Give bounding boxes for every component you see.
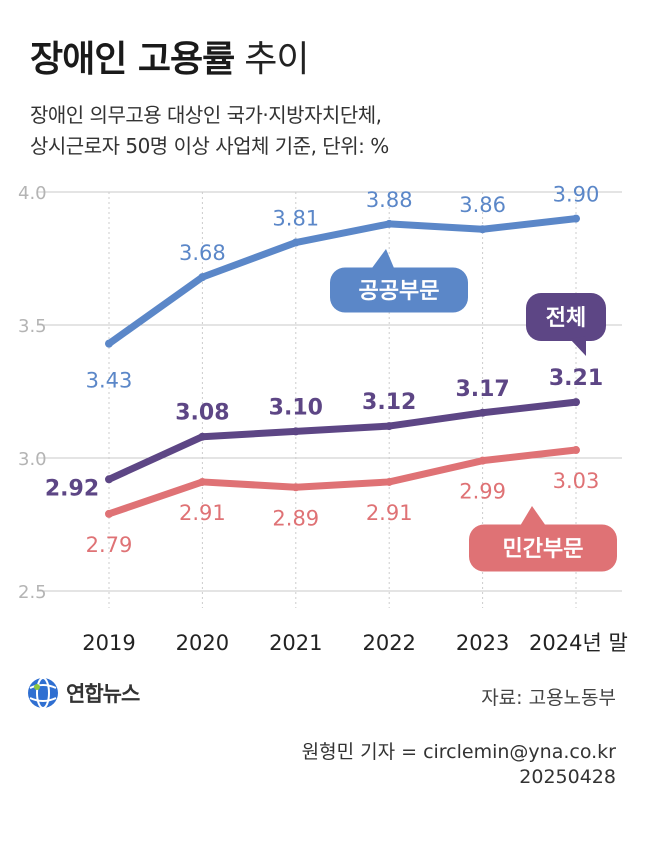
series-line-2 xyxy=(105,446,580,518)
title-bold: 장애인 고용률 xyxy=(30,39,235,80)
x-tick-label: 2021 xyxy=(269,631,322,655)
series-callout-1 xyxy=(526,293,606,341)
data-point xyxy=(385,422,394,431)
chart-subtitle: 장애인 의무고용 대상인 국가·지방자치단체, 상시근로자 50명 이상 사업체… xyxy=(30,100,389,162)
data-label: 2.91 xyxy=(179,501,226,525)
data-point xyxy=(385,219,394,228)
logo-name: 연합뉴스 xyxy=(66,682,140,706)
credit-reporter: 원형민 기자 = circlemin@yna.co.kr xyxy=(301,741,616,763)
series-line-0 xyxy=(105,215,580,348)
yonhap-globe-icon xyxy=(28,677,58,709)
data-point xyxy=(105,509,113,518)
data-point xyxy=(105,339,113,348)
data-label: 3.90 xyxy=(553,183,600,207)
y-tick-label: 4.0 xyxy=(18,183,47,204)
y-tick-label: 2.5 xyxy=(18,582,47,603)
yonhap-logo: 연합뉴스 xyxy=(26,676,140,710)
data-label: 2.89 xyxy=(272,506,319,530)
x-tick-label: 2024년 말 xyxy=(529,631,628,655)
subtitle-line-1: 장애인 의무고용 대상인 국가·지방자치단체, xyxy=(30,103,382,127)
data-label: 2.79 xyxy=(86,533,133,557)
y-tick-label: 3.0 xyxy=(18,449,47,470)
data-label: 2.99 xyxy=(459,480,506,504)
source-note: 자료: 고용노동부 xyxy=(481,687,616,709)
series-callout-tail xyxy=(570,336,586,356)
data-label: 3.12 xyxy=(362,390,416,415)
data-label: 3.08 xyxy=(175,401,229,426)
series-callout-label: 민간부문 xyxy=(503,537,584,562)
x-tick-label: 2023 xyxy=(456,631,509,655)
y-tick-label: 3.5 xyxy=(18,316,47,337)
data-label: 3.21 xyxy=(549,366,603,391)
data-label: 3.03 xyxy=(553,469,600,493)
data-label: 3.10 xyxy=(269,395,323,420)
series-line-1 xyxy=(105,398,580,483)
series-callout-tail xyxy=(520,506,546,526)
subtitle-line-2: 상시근로자 50명 이상 사업체 기준, 단위: % xyxy=(30,134,389,158)
data-label: 3.17 xyxy=(455,377,509,402)
data-point xyxy=(572,446,580,455)
data-label: 3.43 xyxy=(86,369,133,393)
series-callout-label: 전체 xyxy=(546,306,586,331)
data-point xyxy=(385,477,394,486)
series-callout-2 xyxy=(469,524,617,572)
data-point xyxy=(478,456,487,465)
x-tick-label: 2022 xyxy=(362,631,415,655)
credit-block: 원형민 기자 = circlemin@yna.co.kr 20250428 xyxy=(302,740,616,790)
data-label: 3.68 xyxy=(179,241,226,265)
data-point xyxy=(291,427,300,436)
data-point xyxy=(291,483,300,492)
data-label: 2.92 xyxy=(45,476,99,501)
x-tick-label: 2019 xyxy=(82,631,135,655)
data-label: 3.88 xyxy=(366,188,413,212)
chart-title: 장애인 고용률 추이 xyxy=(30,30,310,82)
title-light: 추이 xyxy=(244,39,309,80)
data-label: 3.86 xyxy=(459,193,506,217)
data-point xyxy=(198,432,207,441)
data-point xyxy=(291,238,300,247)
data-point xyxy=(478,225,487,234)
data-point xyxy=(478,408,487,417)
data-point xyxy=(198,273,207,282)
data-point xyxy=(198,477,207,486)
x-tick-label: 2020 xyxy=(176,631,229,655)
credit-date: 20250428 xyxy=(519,766,616,788)
data-label: 2.91 xyxy=(366,501,413,525)
series-callout-0 xyxy=(330,267,468,313)
series-callout-label: 공공부문 xyxy=(359,279,440,304)
data-point xyxy=(105,475,113,484)
data-point xyxy=(572,398,580,407)
data-label: 3.81 xyxy=(272,207,319,231)
series-callout-tail xyxy=(372,249,394,268)
data-point xyxy=(572,214,580,223)
